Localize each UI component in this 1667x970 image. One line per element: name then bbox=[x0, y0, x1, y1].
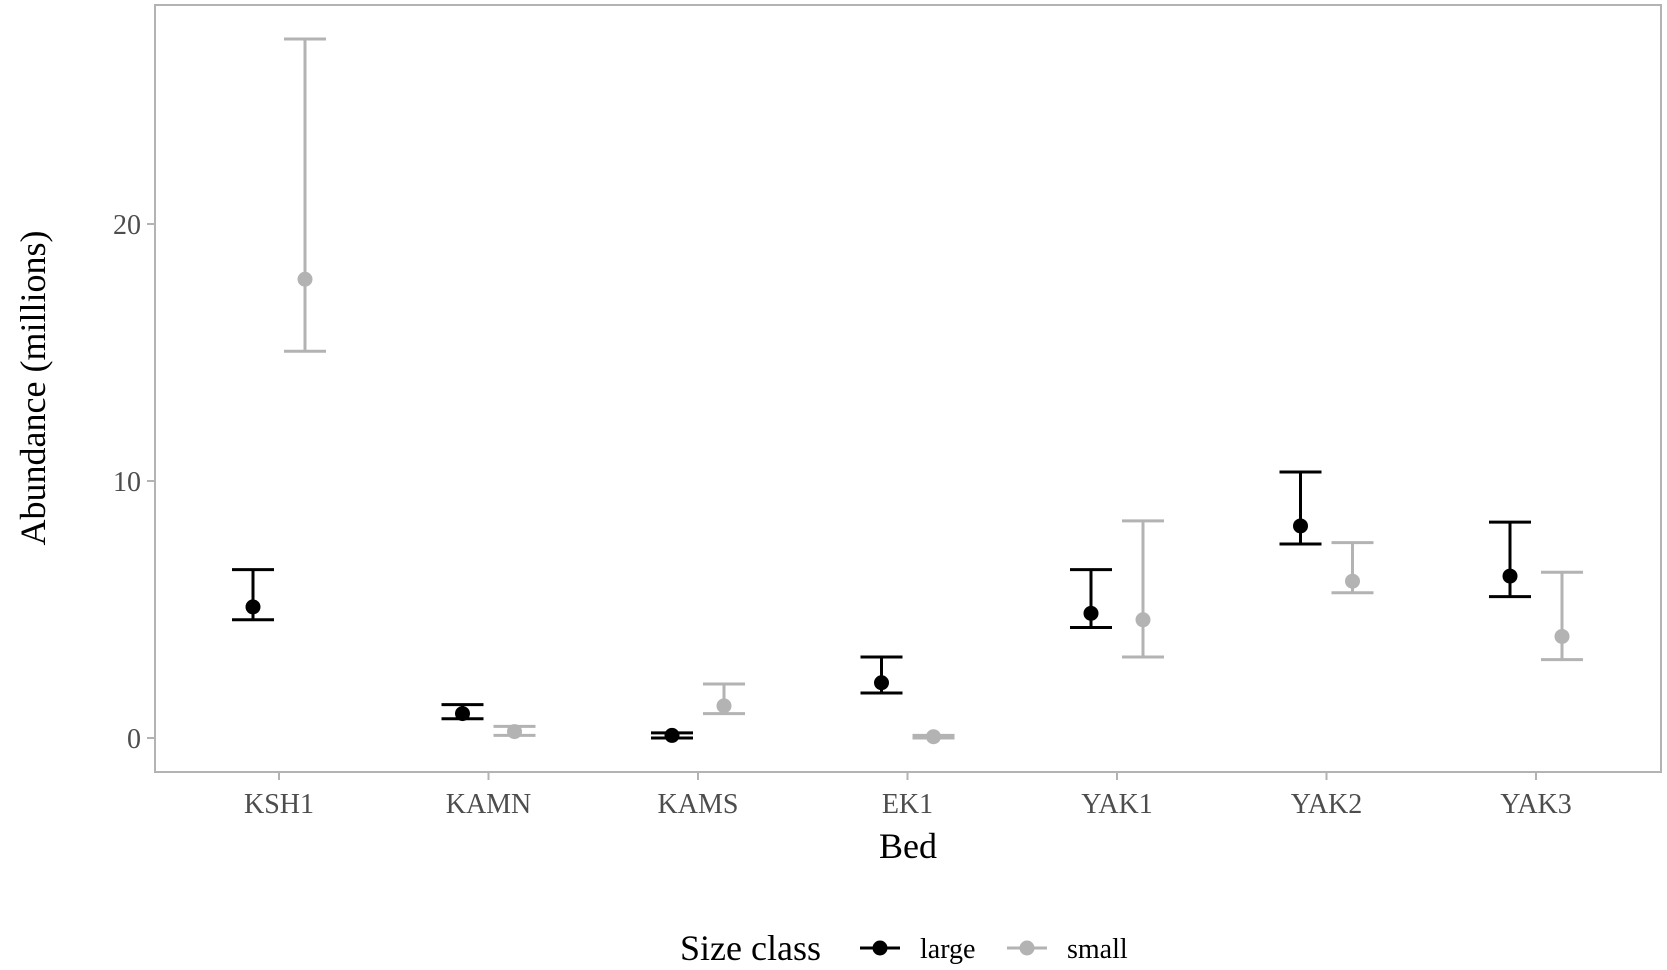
x-tick-label: YAK3 bbox=[1500, 789, 1572, 820]
y-tick-label: 0 bbox=[127, 724, 141, 755]
point-large bbox=[1293, 518, 1308, 534]
y-axis-title: Abundance (millions) bbox=[13, 231, 53, 546]
y-tick-label: 10 bbox=[113, 467, 141, 498]
point-small bbox=[1345, 573, 1360, 589]
point-large bbox=[455, 706, 470, 722]
legend-label-large: large bbox=[920, 934, 975, 965]
panel-background bbox=[154, 4, 1662, 773]
point-large bbox=[664, 727, 680, 743]
legend-key-small bbox=[1007, 940, 1047, 956]
legend-key-point bbox=[1019, 940, 1035, 956]
x-axis: KSH1 KAMN KAMS EK1 YAK1 YAK2 YAK3 bbox=[244, 772, 1572, 820]
x-axis-title: Bed bbox=[879, 826, 937, 866]
point-small bbox=[1554, 628, 1570, 644]
point-large bbox=[874, 675, 889, 691]
legend-title: Size class bbox=[680, 928, 821, 968]
point-large bbox=[1083, 605, 1099, 621]
point-small bbox=[926, 729, 941, 745]
x-tick-label: KSH1 bbox=[244, 789, 314, 820]
legend: Size class large small bbox=[680, 928, 1128, 968]
point-small bbox=[507, 724, 522, 740]
y-tick-label: 20 bbox=[113, 210, 141, 241]
series-large bbox=[232, 470, 1531, 743]
y-axis: 0 10 20 bbox=[113, 210, 155, 755]
point-large bbox=[245, 599, 261, 615]
data-marks bbox=[232, 37, 1583, 745]
point-small bbox=[1135, 612, 1151, 628]
x-tick-label: KAMS bbox=[658, 789, 739, 820]
point-large bbox=[1502, 568, 1518, 584]
x-tick-label: YAK2 bbox=[1291, 789, 1363, 820]
x-tick-label: EK1 bbox=[882, 789, 933, 820]
legend-key-large bbox=[860, 940, 900, 956]
point-small bbox=[297, 271, 313, 287]
legend-key-point bbox=[872, 940, 888, 956]
point-small bbox=[716, 698, 732, 714]
legend-label-small: small bbox=[1067, 934, 1128, 965]
series-small bbox=[284, 37, 1583, 745]
x-tick-label: YAK1 bbox=[1081, 789, 1153, 820]
x-tick-label: KAMN bbox=[446, 789, 532, 820]
